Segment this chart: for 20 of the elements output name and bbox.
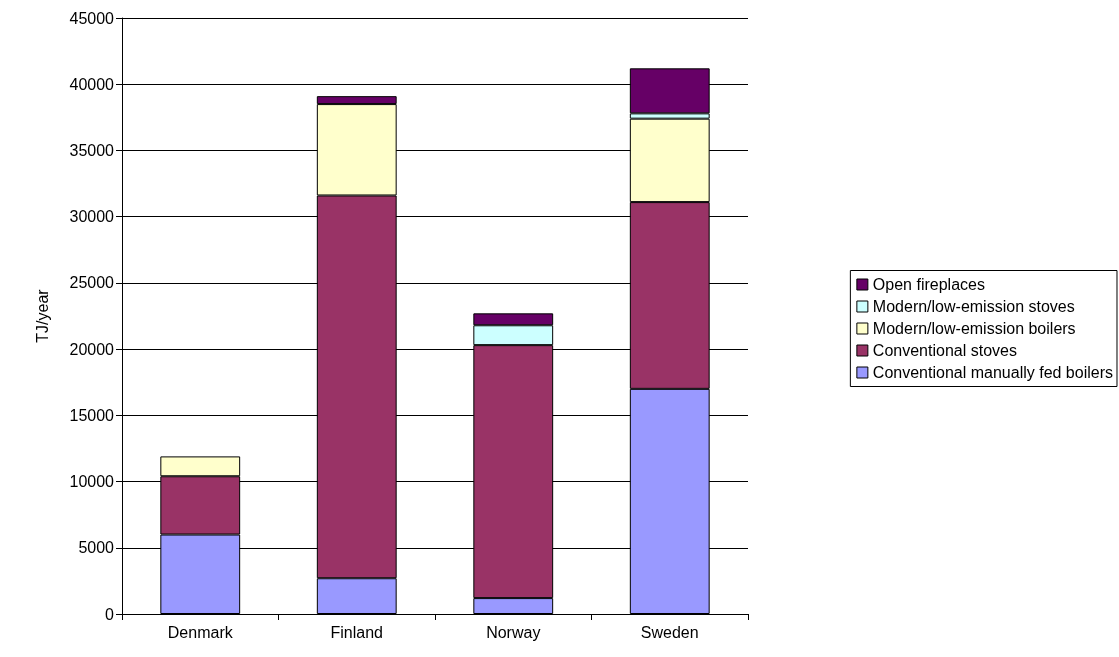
y-tick-label: 20000: [69, 340, 115, 358]
y-tick-label: 30000: [69, 208, 115, 226]
y-tick-label: 35000: [69, 141, 115, 159]
y-tick-label: 5000: [78, 539, 115, 557]
legend-label: Open fireplaces: [872, 276, 985, 293]
legend-label: Modern/low-emission stoves: [872, 298, 1075, 315]
y-axis-title: TJ/year: [33, 288, 51, 343]
y-tick-label: 0: [105, 605, 115, 623]
y-tick-label: 15000: [69, 406, 115, 424]
y-tick-label: 40000: [69, 75, 115, 93]
y-tick-label: 25000: [69, 274, 115, 292]
legend-label: Conventional manually fed boilers: [872, 364, 1113, 381]
x-tick-label: Sweden: [640, 623, 699, 641]
x-tick-label: Norway: [486, 623, 541, 641]
legend-label: Modern/low-emission boilers: [872, 320, 1076, 337]
legend-label: Conventional stoves: [872, 342, 1017, 359]
y-tick-label: 10000: [69, 473, 115, 491]
x-tick-label: Denmark: [167, 623, 234, 641]
y-tick-label: 45000: [69, 9, 115, 27]
x-tick-label: Finland: [330, 623, 383, 641]
